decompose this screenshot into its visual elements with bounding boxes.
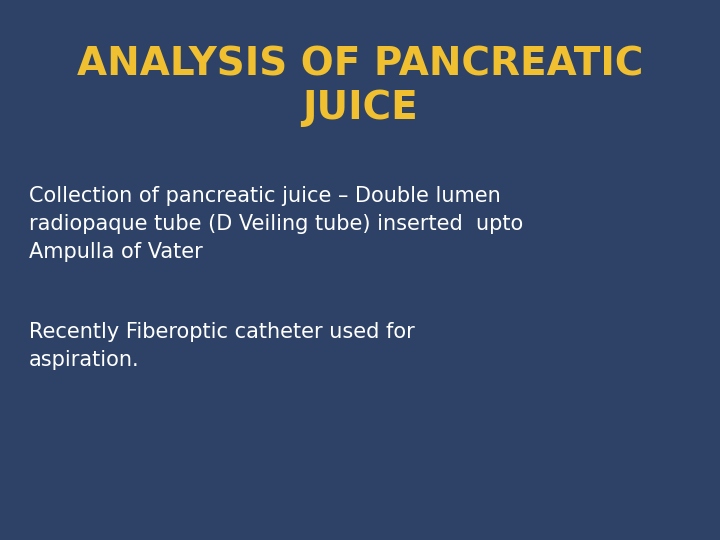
- Text: Recently Fiberoptic catheter used for
aspiration.: Recently Fiberoptic catheter used for as…: [29, 322, 415, 369]
- Text: Collection of pancreatic juice – Double lumen
radiopaque tube (D Veiling tube) i: Collection of pancreatic juice – Double …: [29, 186, 523, 262]
- Text: ANALYSIS OF PANCREATIC
JUICE: ANALYSIS OF PANCREATIC JUICE: [77, 45, 643, 127]
